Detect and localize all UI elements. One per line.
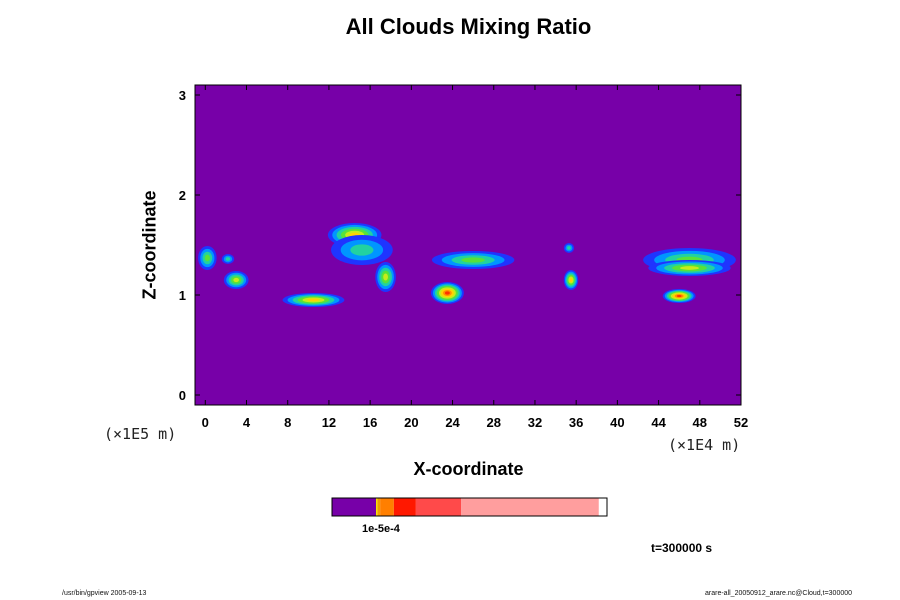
- y-tick-label: 2: [179, 188, 186, 203]
- plot-frame: [194, 84, 742, 406]
- cloud-feature: [563, 270, 579, 290]
- x-scale-label: (×1E4 m): [668, 436, 741, 454]
- y-tick-label: 0: [179, 388, 186, 403]
- y-scale-label: (×1E5 m): [104, 425, 177, 443]
- cloud-contour: [679, 266, 699, 270]
- x-axis-label: X-coordinate: [413, 459, 524, 479]
- x-tick-label: 20: [404, 415, 418, 430]
- cloud-contour: [225, 257, 231, 261]
- colorbar-segment: [332, 498, 376, 516]
- chart-title: All Clouds Mixing Ratio: [345, 14, 592, 39]
- colorbar-segment: [377, 498, 381, 516]
- cloud-contour: [461, 257, 485, 263]
- cloud-feature: [662, 289, 696, 303]
- x-tick-label: 24: [445, 415, 460, 430]
- x-tick-label: 52: [734, 415, 748, 430]
- cloud-contour: [233, 277, 240, 283]
- colorbar-frame: [331, 497, 608, 517]
- footer-right: arare-all_20050912_arare.nc@Cloud,t=3000…: [705, 590, 853, 597]
- cloud-features: [198, 223, 736, 307]
- colorbar-segment: [393, 498, 416, 516]
- y-tick-label: 1: [179, 288, 186, 303]
- cloud-feature: [648, 260, 731, 276]
- cloud-contour: [567, 246, 571, 250]
- cloud-feature: [330, 235, 393, 265]
- colorbar-segment: [415, 498, 462, 516]
- plot-background: [195, 85, 741, 405]
- cloud-contour: [350, 244, 374, 256]
- colorbar-segment: [376, 498, 378, 516]
- x-tick-label: 40: [610, 415, 624, 430]
- cloud-feature: [431, 251, 515, 269]
- x-axis-ticks: 0 4 8 12 16 20 24 28 32 36 40 44 48 52: [202, 85, 748, 430]
- x-tick-label: 0: [202, 415, 209, 430]
- cloud-feature: [221, 254, 235, 264]
- x-tick-label: 4: [243, 415, 251, 430]
- colorbar-tick-label: 1e-5e-4: [362, 523, 400, 535]
- cloud-contour: [444, 291, 450, 295]
- x-tick-label: 16: [363, 415, 377, 430]
- x-tick-label: 12: [322, 415, 336, 430]
- cloud-contour: [307, 298, 320, 302]
- cloud-contour: [676, 294, 682, 298]
- cloud-feature: [282, 293, 345, 307]
- cloud-contour: [383, 273, 388, 281]
- cloud-contour: [204, 254, 211, 262]
- x-tick-label: 36: [569, 415, 583, 430]
- x-tick-label: 44: [651, 415, 666, 430]
- cloud-feature: [223, 271, 249, 289]
- time-label: t=300000 s: [651, 541, 713, 555]
- x-tick-label: 48: [693, 415, 707, 430]
- colorbar-segment: [380, 498, 394, 516]
- colorbar: [331, 497, 608, 517]
- colorbar-segment: [461, 498, 599, 516]
- x-tick-label: 8: [284, 415, 291, 430]
- y-axis-ticks: 0 1 2 3: [179, 88, 741, 403]
- x-tick-label: 28: [487, 415, 501, 430]
- cloud-feature: [563, 243, 575, 253]
- cloud-feature: [198, 246, 217, 270]
- cloud-feature: [375, 262, 396, 292]
- y-tick-label: 3: [179, 88, 186, 103]
- cloud-feature: [430, 282, 464, 304]
- y-axis-label: Z-coordinate: [139, 190, 160, 300]
- footer-left: /usr/bin/gpview 2005-09-13: [62, 590, 147, 597]
- cloud-contour: [569, 278, 573, 282]
- x-tick-label: 32: [528, 415, 542, 430]
